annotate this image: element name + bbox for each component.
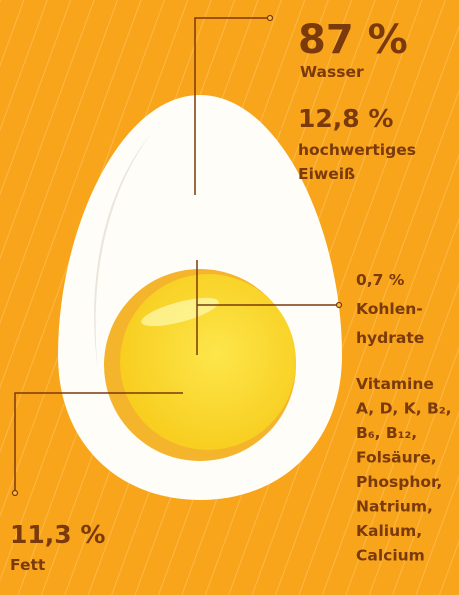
vitamins-line: Calcium <box>356 547 425 565</box>
vitamins-line: Phosphor, <box>356 473 442 491</box>
protein-label: hochwertiges <box>298 141 416 159</box>
carbs-percent: 0,7 % <box>356 271 405 289</box>
carbs-label: Kohlen- <box>356 300 423 318</box>
fat-percent: 11,3 % <box>10 520 105 549</box>
vitamins-line: Natrium, <box>356 498 433 516</box>
vitamins-line: Folsäure, <box>356 449 437 467</box>
leader-dot <box>268 16 273 21</box>
water-percent: 87 % <box>298 17 408 63</box>
leader-dot <box>337 303 342 308</box>
vitamins-line: B₆, B₁₂, <box>356 424 417 442</box>
fat-label: Fett <box>10 556 46 574</box>
vitamins-line: Kalium, <box>356 522 422 540</box>
protein-label: Eiweiß <box>298 165 355 183</box>
water-label: Wasser <box>300 63 364 81</box>
leader-dot <box>13 491 18 496</box>
infographic: 87 % Wasser 12,8 % hochwertiges Eiweiß 0… <box>0 0 459 595</box>
carbs-label: hydrate <box>356 329 424 347</box>
protein-percent: 12,8 % <box>298 104 393 133</box>
vitamins-line: A, D, K, B₂, <box>356 400 452 418</box>
vitamins-line: Vitamine <box>356 375 434 393</box>
